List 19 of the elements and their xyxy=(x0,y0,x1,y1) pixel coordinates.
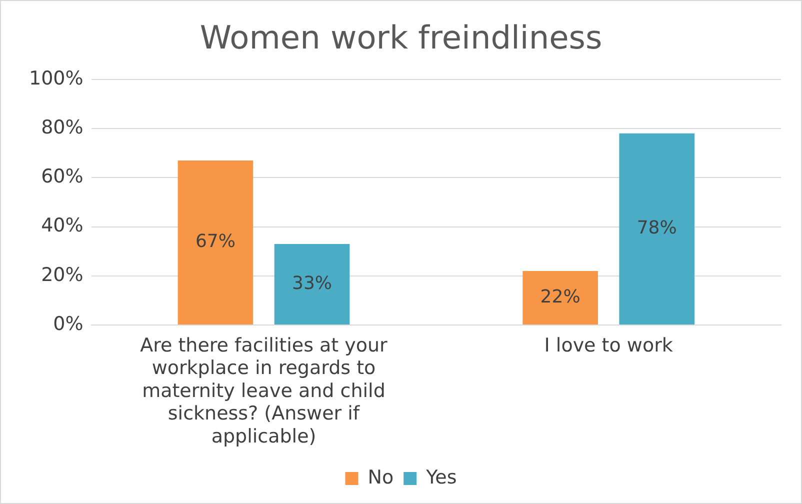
y-tick-label: 100% xyxy=(28,67,84,90)
x-tick-label: Are there facilities at your workplace in regards to maternity leave and child sickness? (Answer if applicable) xyxy=(140,334,388,448)
y-tick-label: 80% xyxy=(41,116,84,138)
bar xyxy=(522,270,598,324)
bar xyxy=(619,133,695,324)
y-tick-label: 0% xyxy=(53,312,84,335)
y-tick-label: 40% xyxy=(41,214,84,237)
bar xyxy=(274,244,350,324)
legend-label: Yes xyxy=(425,466,457,488)
x-tick-label: I love to work xyxy=(544,334,673,356)
y-tick-label: 20% xyxy=(41,264,84,286)
data-label: 78% xyxy=(636,218,677,239)
chart-title: Women work freindliness xyxy=(200,18,602,57)
y-tick-label: 60% xyxy=(41,166,84,188)
data-label: 33% xyxy=(292,272,332,294)
data-label: 22% xyxy=(540,286,580,308)
data-label: 67% xyxy=(195,231,236,252)
legend-label: No xyxy=(368,466,394,488)
bar xyxy=(178,160,254,324)
